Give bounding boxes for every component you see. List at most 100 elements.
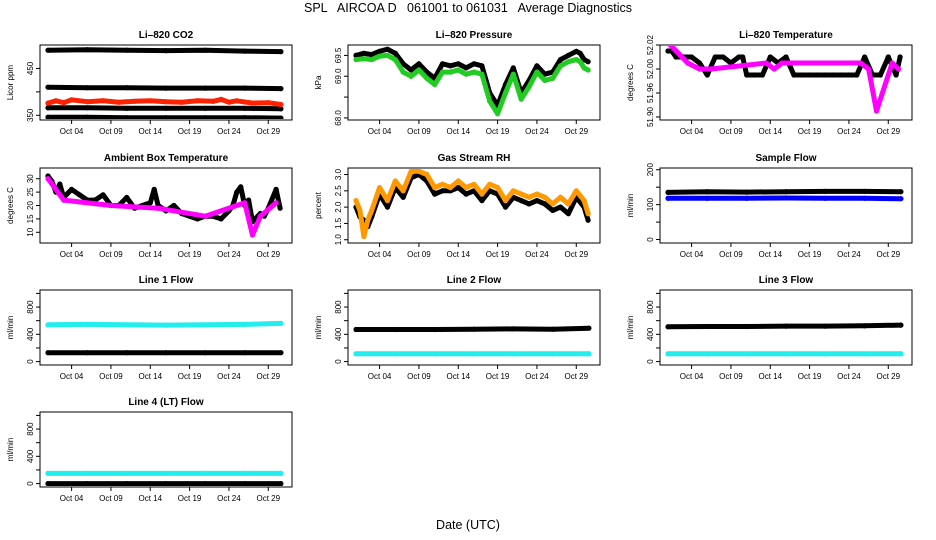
data-point: [898, 189, 904, 195]
data-point: [384, 46, 391, 52]
x-tick-label: Oct 24: [217, 250, 241, 259]
data-point: [463, 71, 469, 77]
data-point: [249, 100, 256, 106]
data-point: [577, 59, 583, 65]
data-point: [242, 85, 248, 91]
x-tick-label: Oct 24: [217, 494, 241, 503]
data-point: [898, 196, 904, 202]
plot-frame: [39, 289, 293, 366]
x-tick-label: Oct 24: [217, 127, 241, 136]
data-point: [487, 181, 493, 187]
data-point: [889, 60, 895, 66]
data-point: [416, 67, 422, 73]
panel-co2: Li–820 CO2 Licor ppm 350 450 Oct 04 Oct 09 Oct…: [6, 30, 293, 136]
data-point: [202, 350, 208, 356]
data-point: [361, 233, 367, 240]
data-point: [744, 351, 750, 357]
data-point: [108, 202, 114, 209]
data-point: [736, 54, 742, 60]
data-point: [534, 69, 540, 75]
data-point: [202, 470, 208, 476]
data-point: [557, 194, 564, 200]
data-point: [510, 351, 516, 357]
data-point: [581, 65, 587, 71]
y-tick-label: 51.96: [646, 82, 655, 103]
panel-line2: Line 2 Flow ml/min 0 400 800 Oct 04 Oct 09 Oct …: [314, 275, 601, 381]
y-tick-label: 69.0: [334, 68, 343, 84]
data-point: [479, 63, 485, 69]
data-point: [704, 72, 710, 78]
data-point: [665, 48, 671, 54]
x-tick-label: Oct 29: [876, 250, 900, 259]
data-point: [202, 213, 208, 219]
panel-line3: Line 3 Flow ml/min 0 400 800 Oct 04 Oct 09 Oct …: [626, 275, 913, 381]
data-point: [696, 60, 703, 66]
y-tick-label: 10: [26, 227, 35, 236]
panel-line1: Line 1 Flow ml/min 0 400 800 Oct 04 Oct 09 Oct …: [6, 275, 293, 381]
panel-title: Li–820 Pressure: [436, 30, 513, 41]
data-point: [116, 99, 122, 105]
data-point: [61, 100, 67, 106]
data-point: [862, 351, 868, 357]
data-point: [163, 481, 169, 486]
y-tick-label: 800: [646, 300, 655, 314]
data-point: [408, 169, 414, 174]
data-point: [866, 66, 872, 72]
plot-area: [665, 188, 904, 202]
data-point: [471, 326, 477, 332]
data-point: [740, 54, 746, 60]
x-tick-label: Oct 04: [60, 494, 84, 503]
data-point: [218, 216, 224, 222]
data-point: [124, 470, 130, 476]
data-point: [557, 204, 564, 210]
data-point: [45, 105, 51, 111]
data-point: [585, 67, 591, 73]
y-tick-label: 30: [26, 174, 35, 183]
data-point: [202, 481, 208, 486]
data-point: [194, 98, 201, 104]
x-tick-label: Oct 19: [486, 250, 510, 259]
y-tick-label: 400: [334, 327, 343, 341]
x-tick-label: Oct 04: [680, 250, 704, 259]
data-point: [353, 57, 359, 63]
y-tick-label: 1.0: [334, 234, 343, 246]
x-tick-label: Oct 29: [256, 250, 280, 259]
y-axis-label: ml/min: [6, 438, 15, 462]
x-tick-label: Oct 14: [758, 372, 782, 381]
data-point: [432, 351, 438, 357]
plot-frame: [347, 289, 601, 366]
y-tick-label: 1.5: [334, 217, 343, 229]
x-tick-label: Oct 04: [368, 250, 392, 259]
data-point: [45, 84, 51, 90]
data-point: [862, 323, 868, 329]
x-tick-label: Oct 14: [138, 250, 162, 259]
x-tick-label: Oct 24: [217, 372, 241, 381]
data-point: [242, 321, 248, 327]
data-point: [673, 54, 679, 60]
data-point: [550, 201, 556, 207]
data-point: [84, 114, 90, 119]
data-point: [163, 48, 169, 54]
y-tick-label: 400: [26, 327, 35, 341]
data-point: [846, 72, 852, 78]
data-point: [439, 61, 446, 67]
data-point: [862, 188, 868, 194]
data-point: [163, 85, 169, 91]
y-axis-label: ml/min: [626, 194, 635, 218]
data-point: [392, 57, 398, 63]
data-point: [479, 191, 485, 197]
data-point: [124, 85, 130, 91]
x-tick-label: Oct 04: [368, 372, 392, 381]
data-point: [124, 194, 130, 201]
data-point: [163, 105, 169, 111]
data-point: [124, 350, 130, 356]
data-point: [565, 201, 572, 207]
data-point: [234, 189, 240, 195]
data-point: [557, 63, 564, 69]
data-point: [278, 101, 284, 108]
y-tick-label: 450: [26, 61, 35, 75]
data-point: [432, 191, 438, 197]
plot-area: [353, 46, 591, 117]
data-point: [685, 60, 691, 66]
x-tick-label: Oct 29: [876, 127, 900, 136]
